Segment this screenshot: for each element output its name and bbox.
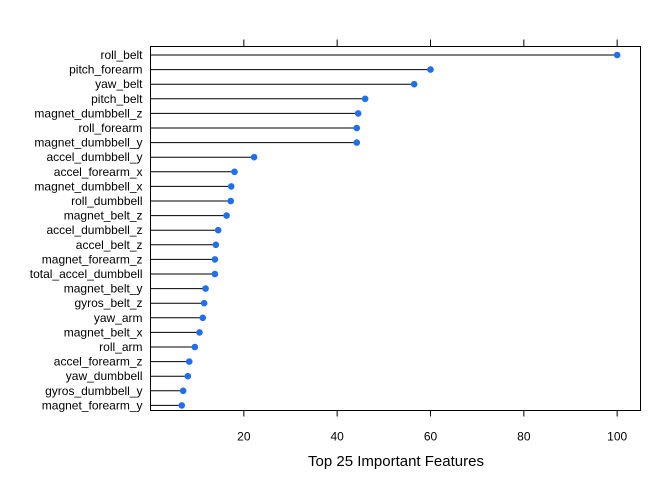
point-yaw_arm (199, 314, 207, 322)
x-tick-label-100: 100 (607, 430, 627, 444)
point-yaw_belt (410, 80, 418, 88)
y-tick-labels: roll_beltpitch_forearmyaw_beltpitch_belt… (30, 48, 143, 412)
lollipop-segments (150, 54, 618, 406)
point-magnet_dumbbell_x (227, 183, 235, 190)
y-tick-label-magnet_belt_x: magnet_belt_x (64, 325, 143, 339)
y-tick-label-accel_dumbbell_y: accel_dumbbell_y (46, 150, 142, 164)
point-magnet_belt_x (196, 329, 203, 336)
y-tick-label-magnet_dumbbell_x: magnet_dumbbell_x (34, 179, 142, 193)
y-tick-label-gyros_belt_z: gyros_belt_z (74, 296, 142, 310)
point-magnet_dumbbell_z (354, 110, 362, 117)
y-tick-label-magnet_dumbbell_y: magnet_dumbbell_y (34, 136, 142, 150)
y-tick-label-roll_dumbbell: roll_dumbbell (71, 194, 142, 208)
y-tick-label-pitch_forearm: pitch_forearm (69, 63, 142, 77)
y-tick-label-magnet_forearm_y: magnet_forearm_y (42, 398, 143, 412)
x-tick-label-60: 60 (424, 430, 438, 444)
point-gyros_dumbbell_y (179, 387, 187, 395)
point-magnet_belt_z (223, 212, 230, 219)
point-magnet_forearm_y (178, 402, 186, 409)
y-tick-label-total_accel_dumbbell: total_accel_dumbbell (30, 267, 143, 281)
y-tick-label-yaw_belt: yaw_belt (95, 77, 143, 91)
x-tick-label-80: 80 (517, 430, 531, 444)
y-tick-label-accel_forearm_z: accel_forearm_z (54, 355, 143, 369)
point-yaw_dumbbell (184, 372, 192, 380)
y-tick-label-magnet_dumbbell_z: magnet_dumbbell_z (34, 106, 142, 120)
point-magnet_forearm_z (211, 256, 219, 263)
point-accel_dumbbell_y (250, 153, 258, 161)
y-tick-label-magnet_belt_y: magnet_belt_y (64, 282, 143, 296)
point-accel_dumbbell_z (214, 226, 222, 234)
point-pitch_belt (361, 95, 369, 103)
y-tick-label-roll_belt: roll_belt (100, 48, 143, 62)
point-magnet_belt_y (202, 285, 209, 292)
point-gyros_belt_z (200, 299, 208, 307)
point-roll_arm (191, 343, 199, 351)
point-accel_forearm_x (231, 168, 238, 176)
x-tick-label-20: 20 (237, 430, 251, 444)
plot-frame (150, 46, 641, 411)
point-accel_belt_z (212, 241, 220, 249)
y-tick-label-roll_arm: roll_arm (99, 340, 142, 354)
point-pitch_forearm (427, 66, 434, 73)
point-roll_belt (613, 51, 621, 59)
point-total_accel_dumbbell (211, 270, 219, 278)
y-tick-label-pitch_belt: pitch_belt (91, 92, 143, 106)
x-axis-title: Top 25 Important Features (308, 453, 484, 470)
x-axis-ticks: 20 40 60 80 100 (237, 39, 627, 444)
y-tick-label-magnet_forearm_z: magnet_forearm_z (42, 252, 143, 266)
y-tick-label-yaw_dumbbell: yaw_dumbbell (66, 369, 143, 383)
point-magnet_dumbbell_y (353, 139, 361, 146)
y-tick-label-accel_dumbbell_z: accel_dumbbell_z (46, 223, 142, 237)
y-tick-label-roll_forearm: roll_forearm (78, 121, 142, 135)
y-tick-label-yaw_arm: yaw_arm (94, 311, 143, 325)
y-tick-label-accel_forearm_x: accel_forearm_x (54, 165, 143, 179)
point-roll_forearm (353, 124, 361, 132)
point-accel_forearm_z (185, 358, 193, 365)
y-tick-label-accel_belt_z: accel_belt_z (76, 238, 143, 252)
x-tick-label-40: 40 (330, 430, 344, 444)
data-points (178, 51, 621, 409)
point-roll_dumbbell (227, 197, 235, 205)
y-tick-label-gyros_dumbbell_y: gyros_dumbbell_y (45, 384, 142, 398)
y-tick-label-magnet_belt_z: magnet_belt_z (64, 209, 143, 223)
